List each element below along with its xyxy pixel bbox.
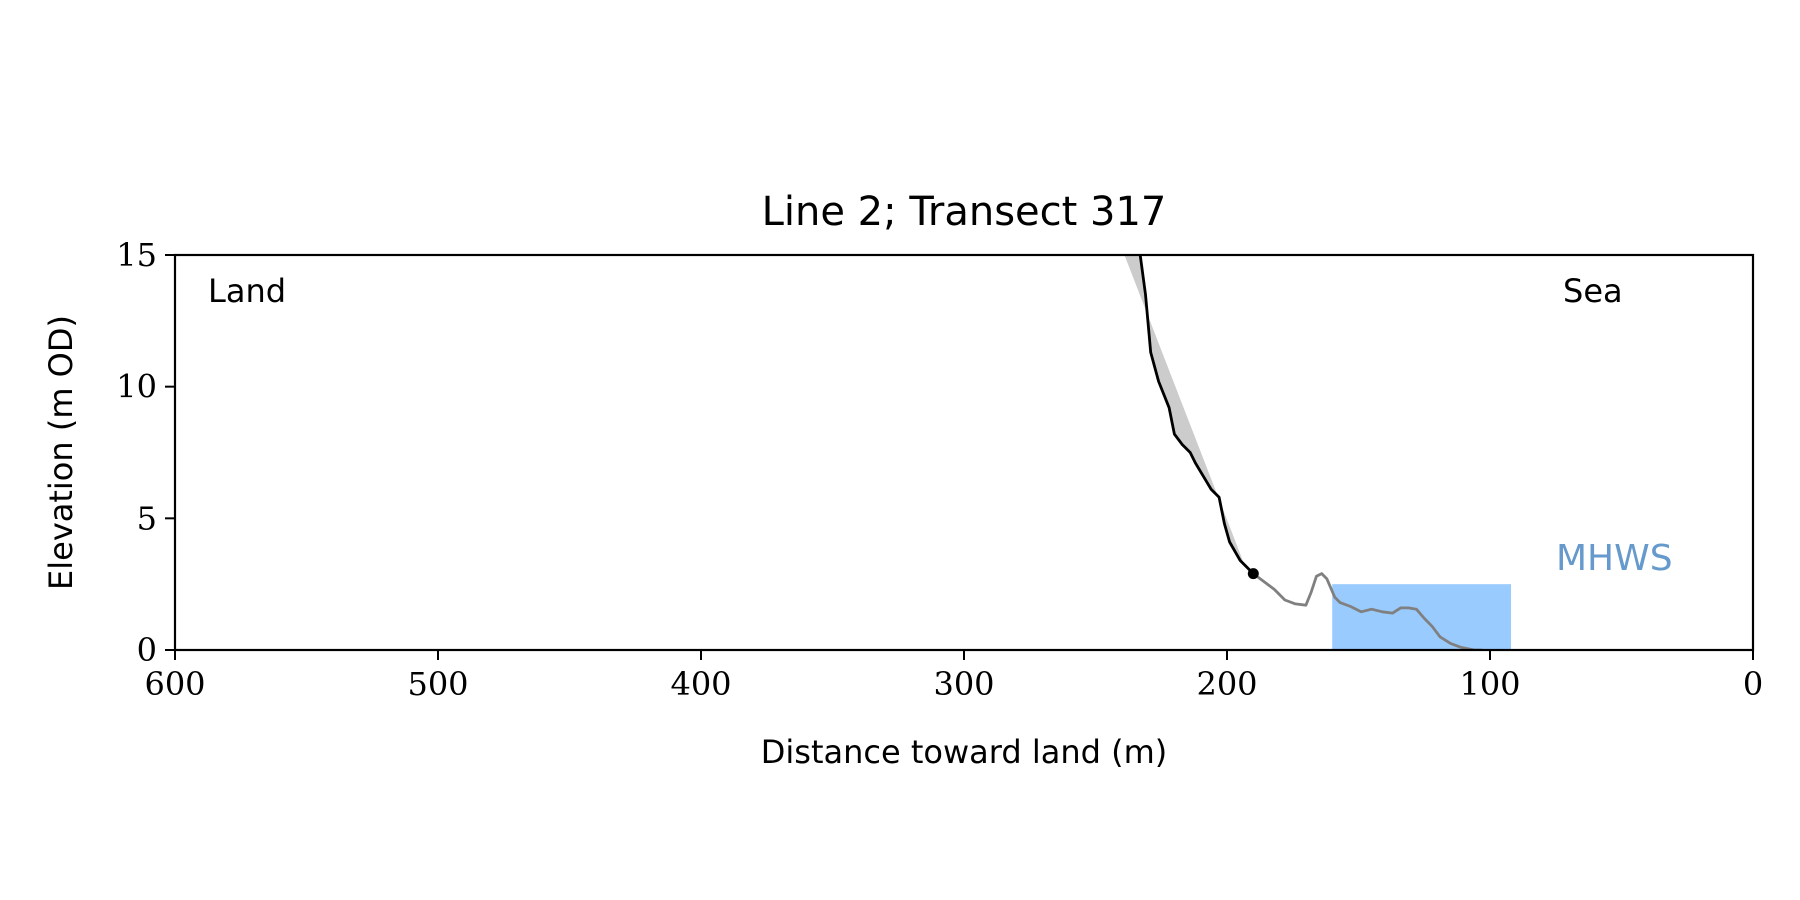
eroded-area-fill <box>1124 255 1243 561</box>
y-tick-label: 15 <box>116 236 157 274</box>
x-tick-label: 500 <box>407 665 468 703</box>
sea-label: Sea <box>1563 272 1623 310</box>
x-tick-label: 0 <box>1743 665 1763 703</box>
x-tick-label: 200 <box>1196 665 1257 703</box>
x-tick-label: 300 <box>933 665 994 703</box>
land-label: Land <box>208 272 286 310</box>
y-tick-label: 0 <box>137 631 157 669</box>
x-tick-label: 600 <box>144 665 205 703</box>
chart-title: Line 2; Transect 317 <box>762 189 1167 235</box>
y-tick-label: 5 <box>137 499 157 537</box>
plot-content <box>1124 255 1512 650</box>
x-tick-label: 100 <box>1459 665 1520 703</box>
x-axis-label: Distance toward land (m) <box>761 733 1167 771</box>
series-line-cliff <box>1138 255 1255 575</box>
plot-area <box>1124 255 1512 650</box>
y-tick-label: 10 <box>116 368 157 406</box>
x-tick-label: 400 <box>670 665 731 703</box>
cliff-toe-point <box>1247 568 1259 580</box>
axes: 600 500 400 300 200 100 0 0 5 10 15 <box>116 236 1763 703</box>
plot-frame <box>173 253 1755 652</box>
mhws-label: MHWS <box>1556 538 1673 579</box>
y-axis-label: Elevation (m OD) <box>42 315 80 590</box>
series-line-beach <box>1252 572 1483 650</box>
